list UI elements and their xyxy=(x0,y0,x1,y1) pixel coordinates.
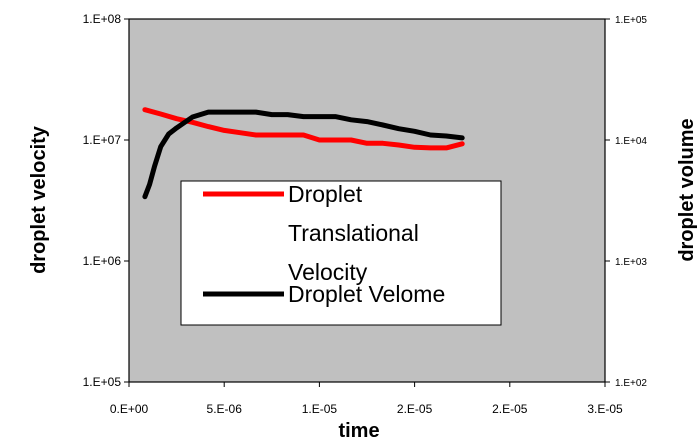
legend-label-velome: Droplet Velome xyxy=(288,281,445,307)
legend-label-translational-velocity: Droplet Translational Velocity xyxy=(288,181,419,285)
y2-tick-label: 1.E+02 xyxy=(615,378,647,389)
x-tick-label: 1.E-05 xyxy=(302,402,338,416)
x-tick-label: 2.E-05 xyxy=(492,402,528,416)
y-tick-label: 1.E+06 xyxy=(83,254,122,268)
series-line-translational-velocity xyxy=(142,107,465,151)
y-tick-label: 1.E+08 xyxy=(83,12,122,26)
ticks-layer xyxy=(124,18,610,387)
y2-tick-label: 1.E+05 xyxy=(615,15,647,26)
y2-axis-title: droplet volume xyxy=(676,118,698,261)
x-tick-label: 0.E+00 xyxy=(110,402,149,416)
x-tick-label: 2.E-05 xyxy=(397,402,433,416)
y-tick-label: 1.E+07 xyxy=(83,133,122,147)
x-tick-label: 3.E-05 xyxy=(587,402,623,416)
y2-tick-label: 1.E+03 xyxy=(615,257,647,268)
plot-area-border xyxy=(128,18,606,383)
labels-layer: 0.E+00 5.E-06 1.E-05 2.E-05 2.E-05 3.E-05 1.E+… xyxy=(28,12,698,442)
y-axis-title: droplet velocity xyxy=(28,125,50,274)
series-line-velome xyxy=(142,109,465,200)
legend-box xyxy=(180,180,502,326)
y2-tick-label: 1.E+04 xyxy=(615,136,647,147)
x-tick-label: 5.E-06 xyxy=(207,402,243,416)
y-tick-label: 1.E+05 xyxy=(83,375,122,389)
x-axis-title: time xyxy=(338,420,379,442)
series-layer xyxy=(142,107,465,200)
